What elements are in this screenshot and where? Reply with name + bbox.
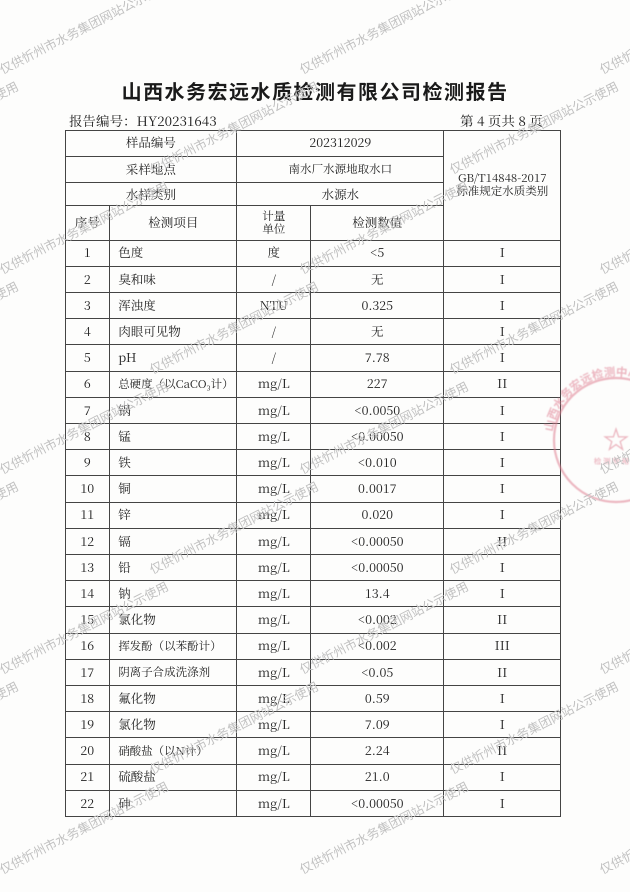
svg-text:山西水务宏远检测中心: 山西水务宏远检测中心: [541, 364, 630, 433]
svg-text:检 测 专 用 章: 检 测 专 用 章: [594, 456, 630, 467]
